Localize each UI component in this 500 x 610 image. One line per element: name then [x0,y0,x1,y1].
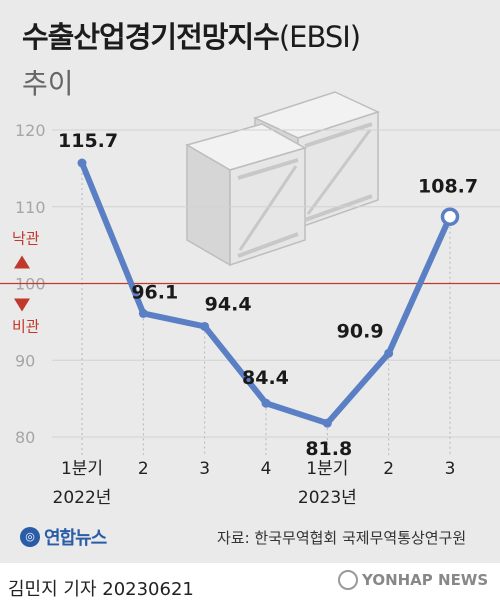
chart-subtitle: 추이 [22,67,74,100]
watermark: YONHAP NEWS [338,570,488,590]
data-label: 94.4 [205,293,252,315]
x-guides [81,163,451,455]
data-point [384,348,394,358]
series-line [77,158,460,428]
chart-title: 수출산업경기전망지수(EBSI) [22,14,361,56]
yonhap-logo-icon: ◎ [20,527,40,547]
data-point [138,308,148,318]
y-tick-label: 90 [15,351,35,370]
watermark-text: YONHAP NEWS [362,571,489,589]
title-main: 수출산업경기전망지수 [22,20,280,54]
cargo-boxes-illustration [185,91,381,267]
chart-card [0,0,500,563]
title-paren: (EBSI) [278,20,361,54]
data-point [261,398,271,408]
data-label: 90.9 [337,320,384,342]
data-point [322,418,332,428]
y-tick-label: 80 [15,428,35,447]
optimistic-label: 낙관 [12,230,40,248]
pessimistic-label: 비관 [12,318,40,336]
x-axis: 1분기 2 3 4 1분기 2 3 2022년 2023년 [53,459,456,508]
data-label: 115.7 [58,130,118,152]
x-tick-label: 2 [383,459,394,479]
data-point [77,158,87,168]
credit-text: 김민지 기자 20230621 [8,579,194,600]
data-labels: 115.7 96.1 94.4 84.4 81.8 90.9 108.7 [58,130,478,460]
x-tick-label: 4 [261,459,272,479]
yonhap-logo: ◎ 연합뉴스 [20,524,107,550]
pessimistic-arrow-icon [14,298,30,312]
x-tick-label: 1분기 [306,459,348,479]
optimistic-arrow-icon [14,255,30,269]
data-label: 84.4 [242,367,289,389]
watermark-icon [338,570,358,590]
x-tick-label: 2 [138,459,149,479]
y-tick-label: 120 [15,121,46,140]
x-tick-label: 3 [445,459,456,479]
y-tick-label: 110 [15,198,46,217]
logo-text: 연합뉴스 [44,528,107,549]
year-label-2022: 2022년 [53,488,112,508]
data-label: 81.8 [305,438,352,460]
year-label-2023: 2023년 [298,488,357,508]
source-text: 자료: 한국무역협회 국제무역통상연구원 [217,529,467,547]
x-tick-label: 3 [199,459,210,479]
data-point [440,207,460,226]
x-tick-label: 1분기 [61,459,103,479]
data-point [200,321,210,331]
data-label: 108.7 [418,176,478,198]
data-label: 96.1 [131,281,178,303]
